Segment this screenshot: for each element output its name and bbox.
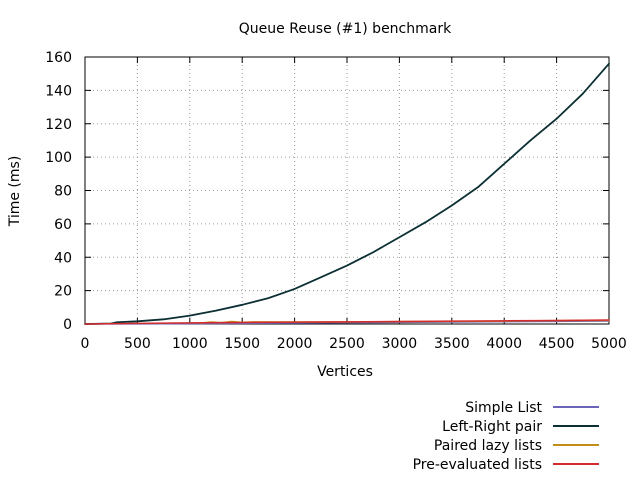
chart-title: Queue Reuse (#1) benchmark	[239, 21, 452, 37]
x-tick-label: 2000	[277, 336, 313, 352]
y-tick-label: 160	[45, 50, 72, 66]
x-tick-label: 2500	[329, 336, 365, 352]
y-axis-label: Time (ms)	[7, 156, 23, 228]
legend: Simple List Left-Right pair Paired lazy li…	[413, 400, 599, 473]
series-line-4	[84, 319, 610, 325]
x-tick-label: 3000	[382, 336, 418, 352]
legend-label-2: Left-Right pair	[442, 419, 542, 435]
x-tick-label: 5000	[591, 336, 627, 352]
y-tick-label: 40	[54, 250, 72, 266]
x-tick-label: 4000	[486, 336, 522, 352]
x-tick-label: 500	[124, 336, 151, 352]
legend-label-4: Pre-evaluated lists	[413, 457, 542, 473]
y-tick-label: 20	[54, 284, 72, 300]
y-tick-label: 60	[54, 217, 72, 233]
series-layer	[84, 62, 610, 325]
x-tick-label: 4500	[539, 336, 575, 352]
y-tick-label: 0	[63, 317, 72, 333]
tick-layer: 0 500 1000 1500 2000 2500 3000 3500 4000 4500 5000…	[45, 50, 627, 352]
legend-label-3: Paired lazy lists	[434, 438, 542, 454]
x-tick-label: 1000	[172, 336, 208, 352]
x-tick-label: 3500	[434, 336, 470, 352]
x-axis-label: Vertices	[317, 364, 373, 380]
x-tick-label: 1500	[224, 336, 260, 352]
legend-label-1: Simple List	[465, 400, 542, 416]
y-tick-label: 100	[45, 150, 72, 166]
y-tick-label: 120	[45, 117, 72, 133]
y-tick-label: 80	[54, 184, 72, 200]
x-tick-label: 0	[81, 336, 90, 352]
y-tick-label: 140	[45, 83, 72, 99]
series-line-2	[84, 62, 610, 325]
grid-layer	[85, 57, 609, 324]
